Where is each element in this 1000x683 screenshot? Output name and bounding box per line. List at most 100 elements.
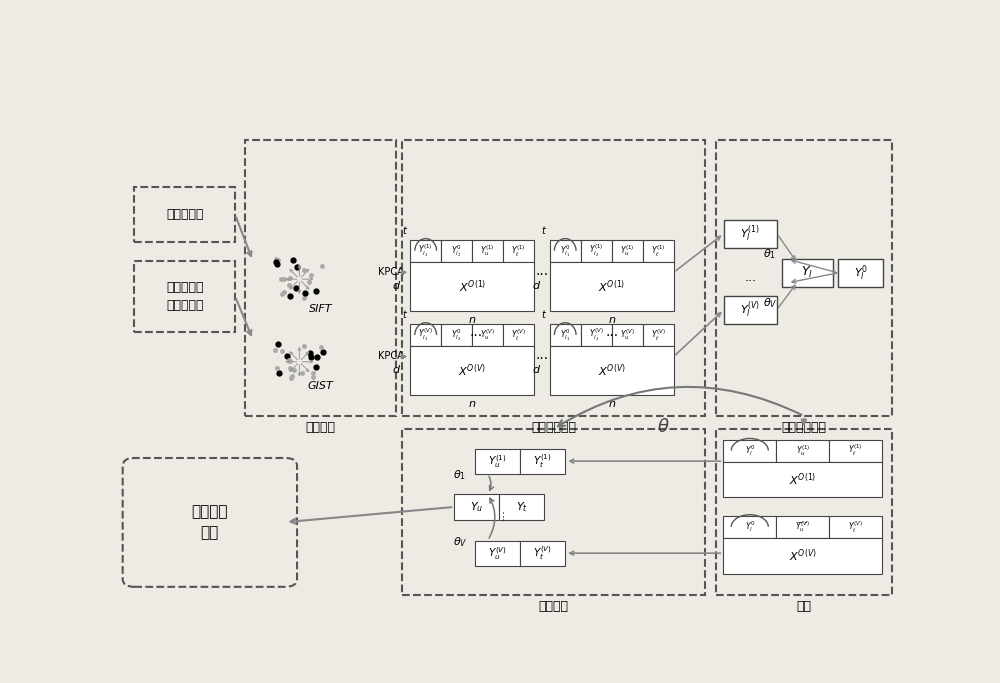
Bar	[723, 462, 882, 497]
Text: KPCA: KPCA	[378, 267, 404, 277]
Text: ...: ...	[744, 271, 756, 284]
Bar	[402, 429, 705, 595]
Text: d: d	[393, 281, 400, 291]
Text: n: n	[608, 315, 615, 325]
Bar	[612, 240, 643, 262]
Bar	[612, 324, 643, 346]
Text: $Y_l^{(1)}$: $Y_l^{(1)}$	[740, 223, 760, 244]
Text: $X^{O(V)}$: $X^{O(V)}$	[598, 362, 626, 378]
Text: $Y_u^{(V)}$: $Y_u^{(V)}$	[480, 327, 495, 342]
Bar	[716, 140, 892, 416]
Bar	[829, 440, 882, 462]
Bar	[520, 540, 565, 566]
Text: $Y_u$: $Y_u$	[470, 500, 484, 514]
Text: $Y_l^{(V)}$: $Y_l^{(V)}$	[740, 299, 761, 320]
Text: 输出融合: 输出融合	[539, 600, 569, 613]
Bar	[134, 261, 235, 332]
Text: $Y_t^{(V)}$: $Y_t^{(V)}$	[848, 519, 863, 535]
Text: $Y_l^0$: $Y_l^0$	[745, 443, 755, 458]
Bar	[550, 262, 674, 311]
Bar	[581, 240, 612, 262]
Text: $Y_t$: $Y_t$	[516, 500, 528, 514]
Text: d: d	[393, 365, 400, 376]
Text: ...: ...	[535, 348, 549, 363]
Bar	[410, 240, 441, 262]
Text: t: t	[402, 309, 406, 320]
Text: 训练数据生成: 训练数据生成	[531, 421, 576, 434]
Text: t: t	[542, 309, 545, 320]
Text: $X^{O(V)}$: $X^{O(V)}$	[789, 548, 817, 564]
Text: n: n	[469, 315, 476, 325]
Bar	[829, 516, 882, 538]
Bar	[581, 324, 612, 346]
Text: 带标签数据: 带标签数据	[166, 208, 203, 221]
Bar	[776, 516, 829, 538]
Text: $Y_l^0$: $Y_l^0$	[854, 263, 867, 283]
Bar	[723, 440, 776, 462]
Text: ...: ...	[605, 325, 618, 339]
Text: $Y_t^{(1)}$: $Y_t^{(1)}$	[533, 452, 552, 470]
Bar	[441, 324, 472, 346]
Bar	[716, 429, 892, 595]
Text: $Y_{l_2}^{0}$: $Y_{l_2}^{0}$	[451, 242, 462, 259]
Bar	[643, 240, 674, 262]
Text: ...: ...	[535, 264, 549, 278]
Text: 无标签数据
和测试数据: 无标签数据 和测试数据	[166, 281, 203, 311]
Text: $\theta_V$: $\theta_V$	[453, 535, 467, 548]
Text: $Y_{l_1}^{0}$: $Y_{l_1}^{0}$	[560, 327, 570, 343]
Text: t: t	[402, 225, 406, 236]
Text: d: d	[532, 365, 539, 376]
Bar	[724, 220, 777, 248]
Bar	[724, 296, 777, 324]
Text: ...: ...	[797, 513, 809, 526]
Bar	[503, 240, 534, 262]
Text: ...: ...	[494, 508, 507, 520]
Text: n: n	[608, 400, 615, 409]
Text: $Y_{l_2}^{0}$: $Y_{l_2}^{0}$	[451, 327, 462, 343]
Text: $\theta_1$: $\theta_1$	[453, 469, 466, 482]
Text: $Y_t^{(V)}$: $Y_t^{(V)}$	[511, 327, 526, 343]
Text: 特征抄取: 特征抄取	[305, 421, 335, 434]
Bar	[723, 516, 776, 538]
Text: $Y_{l_1}^{0}$: $Y_{l_1}^{0}$	[560, 242, 570, 259]
Bar	[520, 449, 565, 474]
Text: $\theta$: $\theta$	[657, 419, 670, 436]
Text: $Y_u^{(1)}$: $Y_u^{(1)}$	[488, 453, 507, 469]
Text: d: d	[532, 281, 539, 291]
Text: $X^{O(1)}$: $X^{O(1)}$	[598, 278, 625, 294]
Bar	[782, 259, 833, 287]
Bar	[550, 324, 581, 346]
Bar	[475, 540, 520, 566]
Text: $Y_{l_2}^{(V)}$: $Y_{l_2}^{(V)}$	[589, 326, 604, 343]
Text: $Y_u^{(V)}$: $Y_u^{(V)}$	[620, 327, 635, 342]
Bar	[402, 140, 705, 416]
Text: $Y_u^{(1)}$: $Y_u^{(1)}$	[796, 443, 810, 458]
Text: $Y_t^{(V)}$: $Y_t^{(V)}$	[651, 327, 666, 343]
Text: ...: ...	[470, 325, 483, 339]
Text: KPCA: KPCA	[378, 352, 404, 361]
Bar	[472, 240, 503, 262]
Text: 优化组合系数: 优化组合系数	[781, 421, 826, 434]
Text: $Y_u^{(V)}$: $Y_u^{(V)}$	[488, 545, 507, 561]
Bar	[441, 240, 472, 262]
Text: $\theta_1$: $\theta_1$	[763, 247, 776, 262]
Bar	[723, 538, 882, 574]
Text: $Y_u^{(V)}$: $Y_u^{(V)}$	[795, 520, 810, 534]
Text: $Y_t^{(1)}$: $Y_t^{(1)}$	[651, 243, 665, 258]
Bar	[499, 494, 544, 520]
Text: GIST: GIST	[307, 381, 333, 391]
Text: $Y_l$: $Y_l$	[801, 265, 813, 281]
Bar	[410, 324, 441, 346]
Text: $Y_l^0$: $Y_l^0$	[745, 520, 755, 534]
Text: SIFT: SIFT	[309, 304, 332, 314]
Bar	[410, 262, 534, 311]
Bar	[550, 240, 581, 262]
Text: $Y_t^{(1)}$: $Y_t^{(1)}$	[848, 443, 863, 458]
Text: 预测: 预测	[796, 600, 811, 613]
Bar	[838, 259, 883, 287]
Text: $\theta_V$: $\theta_V$	[763, 296, 777, 310]
Bar	[550, 346, 674, 395]
Text: $X^{O(V)}$: $X^{O(V)}$	[458, 362, 486, 378]
Text: $Y_t^{(V)}$: $Y_t^{(V)}$	[533, 544, 552, 562]
Text: $X^{O(1)}$: $X^{O(1)}$	[789, 471, 816, 488]
